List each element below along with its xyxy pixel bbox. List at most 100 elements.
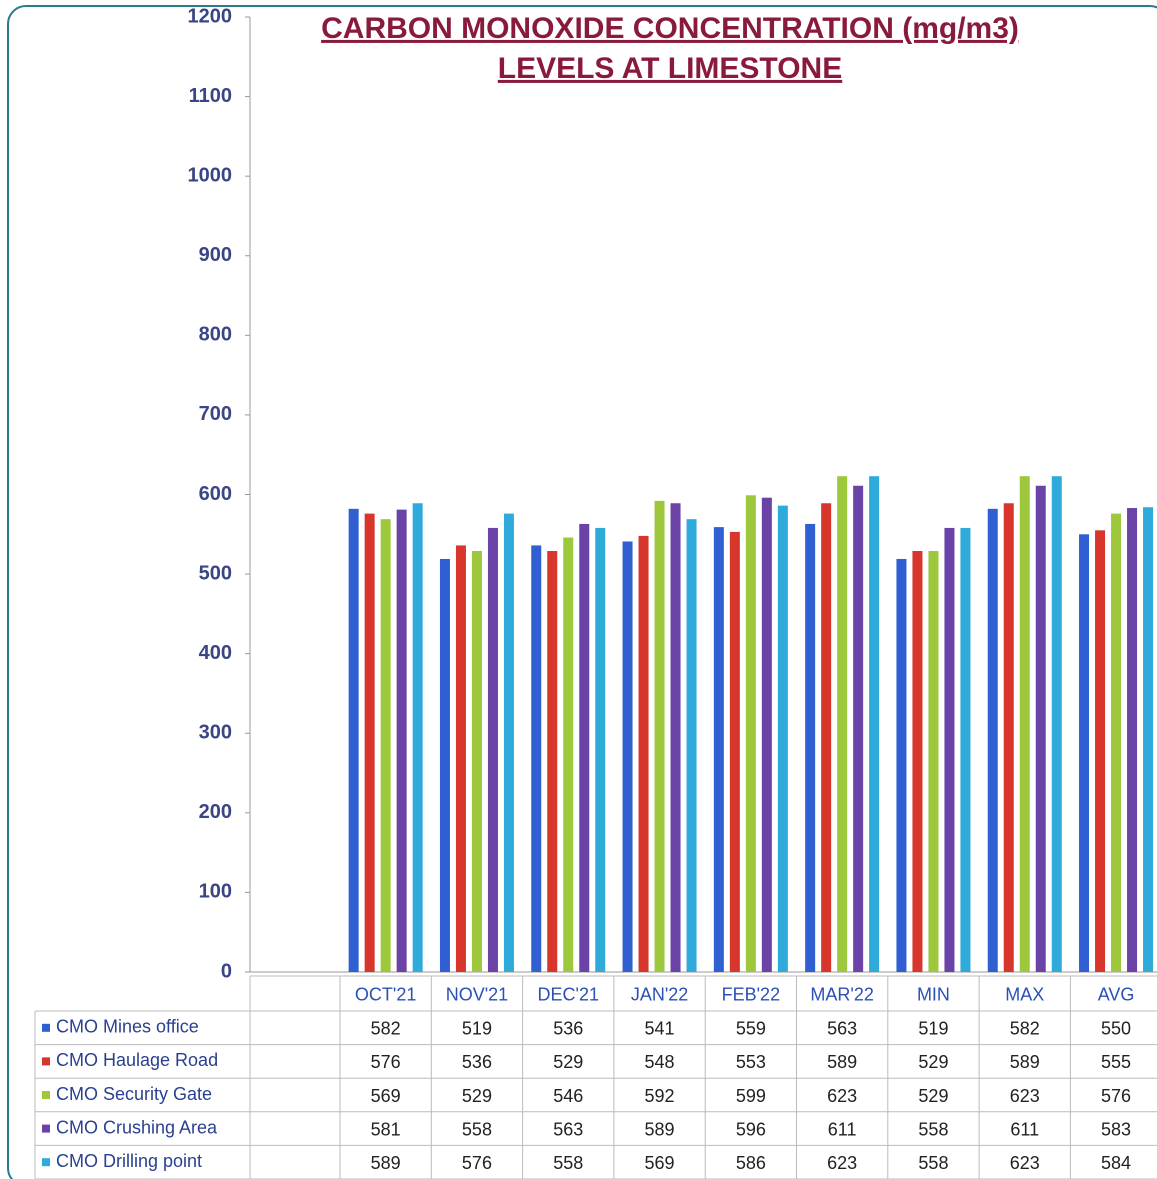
table-value: 576 <box>462 1153 492 1173</box>
bar <box>455 545 466 972</box>
y-tick-label: 800 <box>199 324 232 346</box>
legend-label: CMO Haulage Road <box>56 1050 218 1070</box>
bar <box>1111 513 1122 972</box>
bar <box>380 519 391 972</box>
bar <box>729 531 740 972</box>
y-tick-label: 100 <box>199 881 232 903</box>
table-value: 536 <box>553 1019 583 1039</box>
table-value: 623 <box>827 1086 857 1106</box>
bar <box>595 527 606 972</box>
legend-label: CMO Mines office <box>56 1017 199 1037</box>
chart-title: CARBON MONOXIDE CONCENTRATION (mg/m3) <box>321 12 1019 45</box>
bar <box>1003 503 1014 972</box>
x-tick-label: MAX <box>1005 984 1044 1004</box>
bar <box>471 551 482 972</box>
table-value: 529 <box>918 1052 948 1072</box>
y-tick-label: 300 <box>199 722 232 744</box>
x-tick-label: OCT'21 <box>355 984 416 1004</box>
x-tick-label: DEC'21 <box>538 984 599 1004</box>
bar <box>547 551 558 972</box>
legend-label: CMO Security Gate <box>56 1084 212 1104</box>
table-value: 519 <box>462 1019 492 1039</box>
y-tick-label: 1100 <box>189 85 232 107</box>
table-value: 589 <box>1010 1052 1040 1072</box>
legend-label: CMO Crushing Area <box>56 1117 218 1137</box>
table-value: 559 <box>736 1019 766 1039</box>
y-tick-label: 400 <box>199 642 232 664</box>
table-value: 582 <box>371 1019 401 1039</box>
table-value: 611 <box>828 1119 857 1139</box>
table-value: 581 <box>371 1119 401 1139</box>
bar <box>396 509 407 972</box>
table-value: 584 <box>1101 1153 1131 1173</box>
legend-swatch <box>42 1091 50 1099</box>
bar <box>686 519 697 972</box>
bar <box>777 505 788 972</box>
y-tick-label: 900 <box>199 244 232 266</box>
bar <box>1035 485 1046 972</box>
bar <box>412 503 423 972</box>
bar <box>960 527 971 972</box>
bar <box>348 508 359 972</box>
bar <box>713 527 724 972</box>
bar <box>364 513 375 972</box>
table-value: 563 <box>553 1119 583 1139</box>
table-value: 558 <box>918 1119 948 1139</box>
table-value: 569 <box>645 1153 675 1173</box>
bar <box>654 500 665 972</box>
table-value: 553 <box>736 1052 766 1072</box>
bar <box>531 545 542 972</box>
bar <box>1127 508 1138 972</box>
bar <box>563 537 574 972</box>
bar <box>503 513 514 972</box>
x-tick-label: NOV'21 <box>446 984 508 1004</box>
table-value: 548 <box>645 1052 675 1072</box>
bar <box>853 485 864 972</box>
bar <box>912 551 923 972</box>
table-value: 569 <box>371 1086 401 1106</box>
bar <box>1143 507 1154 972</box>
table-value: 536 <box>462 1052 492 1072</box>
table-value: 529 <box>553 1052 583 1072</box>
y-tick-label: 1000 <box>188 164 233 186</box>
bar <box>928 551 939 972</box>
table-value: 550 <box>1101 1019 1131 1039</box>
bar <box>987 508 998 972</box>
y-tick-label: 1200 <box>188 5 233 27</box>
bar <box>944 527 955 972</box>
bar <box>1019 476 1030 972</box>
table-value: 519 <box>918 1019 948 1039</box>
y-tick-label: 200 <box>199 801 232 823</box>
bar <box>579 523 590 972</box>
table-value: 596 <box>736 1119 766 1139</box>
table-value: 623 <box>827 1153 857 1173</box>
table-value: 546 <box>553 1086 583 1106</box>
bar <box>821 503 832 972</box>
table-value: 623 <box>1010 1153 1040 1173</box>
legend-label: CMO Drilling point <box>56 1151 202 1171</box>
bar <box>638 535 649 972</box>
y-tick-label: 700 <box>199 403 232 425</box>
y-tick-label: 0 <box>221 960 232 982</box>
x-tick-label: AVG <box>1098 984 1135 1004</box>
table-value: 583 <box>1101 1119 1131 1139</box>
x-tick-label: JAN'22 <box>631 984 688 1004</box>
table-value: 576 <box>371 1052 401 1072</box>
bar <box>487 527 498 972</box>
bar <box>670 503 681 972</box>
table-value: 555 <box>1101 1052 1131 1072</box>
table-value: 558 <box>553 1153 583 1173</box>
x-tick-label: MAR'22 <box>810 984 873 1004</box>
bar <box>1079 534 1090 972</box>
table-value: 582 <box>1010 1019 1040 1039</box>
table-value: 589 <box>371 1153 401 1173</box>
legend-swatch <box>42 1158 50 1167</box>
bar <box>1051 476 1062 972</box>
table-value: 623 <box>1010 1086 1040 1106</box>
table-value: 589 <box>827 1052 857 1072</box>
bar <box>761 497 772 972</box>
table-value: 558 <box>918 1153 948 1173</box>
table-value: 611 <box>1010 1119 1039 1139</box>
y-tick-label: 600 <box>199 483 232 505</box>
